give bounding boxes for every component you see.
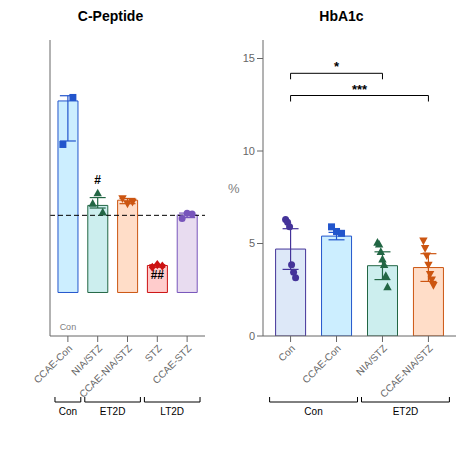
svg-text:CCAE-NIA/STZ: CCAE-NIA/STZ (77, 343, 134, 400)
svg-text:CCAE-NIA/STZ: CCAE-NIA/STZ (378, 343, 435, 400)
svg-text:ET2D: ET2D (393, 406, 419, 417)
svg-text:#: # (94, 173, 101, 187)
svg-text:Con: Con (60, 322, 77, 332)
svg-text:LT2D: LT2D (160, 406, 184, 417)
svg-text:##: ## (151, 268, 165, 282)
svg-text:*: * (334, 59, 340, 74)
svg-text:%: % (228, 181, 240, 196)
svg-text:Con: Con (59, 406, 77, 417)
svg-text:15: 15 (243, 52, 255, 64)
svg-text:0: 0 (249, 330, 255, 342)
html-text:HbA1c: HbA1c (319, 8, 364, 24)
svg-text:CCAE-Con: CCAE-Con (300, 343, 343, 386)
svg-text:CCAE-STZ: CCAE-STZ (150, 343, 193, 386)
svg-text:ET2D: ET2D (100, 406, 126, 417)
svg-text:STZ: STZ (143, 343, 164, 364)
svg-text:CCAE-Con: CCAE-Con (32, 343, 75, 386)
svg-text:10: 10 (243, 145, 255, 157)
svg-text:5: 5 (249, 237, 255, 249)
html-text:C-Peptide: C-Peptide (77, 8, 144, 24)
svg-text:NIA/STZ: NIA/STZ (354, 343, 389, 378)
svg-text:Con: Con (304, 406, 322, 417)
svg-text:***: *** (352, 82, 368, 97)
svg-text:Con: Con (276, 343, 297, 364)
